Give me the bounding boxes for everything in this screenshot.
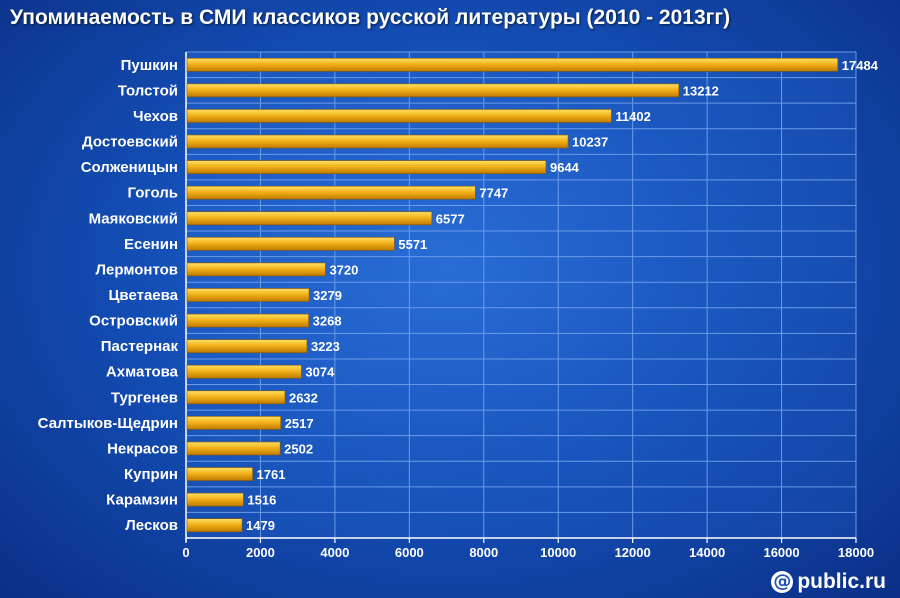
value-label: 1761: [257, 467, 286, 482]
value-label: 1479: [246, 518, 275, 533]
bar-Ахматова: [186, 364, 302, 379]
bar-Некрасов: [186, 441, 281, 456]
x-tick-label: 18000: [838, 545, 874, 560]
category-label: Чехов: [133, 108, 178, 125]
value-label: 7747: [479, 186, 508, 201]
value-label: 3279: [313, 288, 342, 303]
category-label: Куприн: [124, 466, 178, 483]
value-label: 1516: [247, 493, 276, 508]
category-label: Гоголь: [127, 185, 178, 202]
bar-Цветаева: [186, 288, 310, 302]
x-tick-label: 16000: [763, 545, 799, 560]
value-label: 10237: [572, 135, 608, 150]
bar-Лесков: [186, 518, 243, 533]
x-tick-label: 6000: [395, 545, 424, 560]
category-label: Есенин: [124, 236, 178, 253]
bar-Чехов: [186, 109, 612, 123]
category-label: Ахматова: [106, 364, 179, 381]
x-tick-label: 4000: [320, 545, 349, 560]
value-label: 17484: [842, 58, 879, 73]
category-label: Солженицын: [81, 159, 178, 176]
bar-Толстой: [186, 83, 680, 98]
category-label: Цветаева: [108, 287, 178, 304]
value-label: 3074: [305, 365, 335, 380]
x-tick-label: 12000: [615, 545, 651, 560]
value-label: 3268: [313, 314, 342, 329]
x-tick-label: 10000: [540, 545, 576, 560]
value-label: 2517: [285, 416, 314, 431]
category-label: Маяковский: [89, 210, 178, 227]
bar-Лермонтов: [186, 262, 326, 277]
x-tick-label: 14000: [689, 545, 725, 560]
value-label: 5571: [398, 237, 427, 252]
x-tick-label: 0: [182, 545, 189, 560]
bar-Маяковский: [186, 211, 433, 226]
value-label: 11402: [615, 109, 650, 124]
bar-Куприн: [186, 467, 253, 481]
category-label: Карамзин: [106, 492, 178, 509]
value-label: 6577: [436, 211, 465, 226]
brand-name: public.ru: [797, 570, 886, 593]
bar-Гоголь: [186, 185, 476, 200]
bar-Пушкин: [186, 57, 839, 72]
bar-Тургенев: [186, 390, 286, 405]
value-label: 2632: [289, 390, 318, 405]
chart-title: Упоминаемость в СМИ классиков русской ли…: [10, 6, 731, 29]
bar-Островский: [186, 313, 309, 328]
category-label: Салтыков-Щедрин: [38, 415, 178, 432]
public-ru-logo: @ public.ru: [771, 570, 886, 594]
value-label: 9644: [550, 160, 580, 175]
bar-Солженицын: [186, 160, 547, 174]
value-label: 3223: [311, 339, 340, 354]
category-label: Толстой: [118, 82, 178, 99]
category-label: Лермонтов: [96, 261, 179, 278]
bar-Пастернак: [186, 339, 308, 353]
bar-Есенин: [186, 237, 395, 251]
category-label: Пастернак: [101, 338, 179, 355]
bar-Достоевский: [186, 134, 569, 149]
bar-Салтыков-Щедрин: [186, 416, 281, 430]
x-tick-label: 8000: [469, 545, 498, 560]
category-label: Пушкин: [121, 57, 178, 74]
value-label: 2502: [284, 441, 313, 456]
category-label: Тургенев: [111, 389, 178, 406]
category-label: Островский: [89, 313, 178, 330]
value-label: 3720: [329, 262, 358, 277]
category-label: Достоевский: [82, 134, 178, 151]
category-label: Некрасов: [107, 440, 178, 457]
value-label: 13212: [683, 83, 719, 98]
category-label: Лесков: [125, 517, 178, 534]
at-sign-icon: @: [771, 571, 794, 593]
x-tick-label: 2000: [246, 545, 275, 560]
bar-Карамзин: [186, 492, 244, 507]
